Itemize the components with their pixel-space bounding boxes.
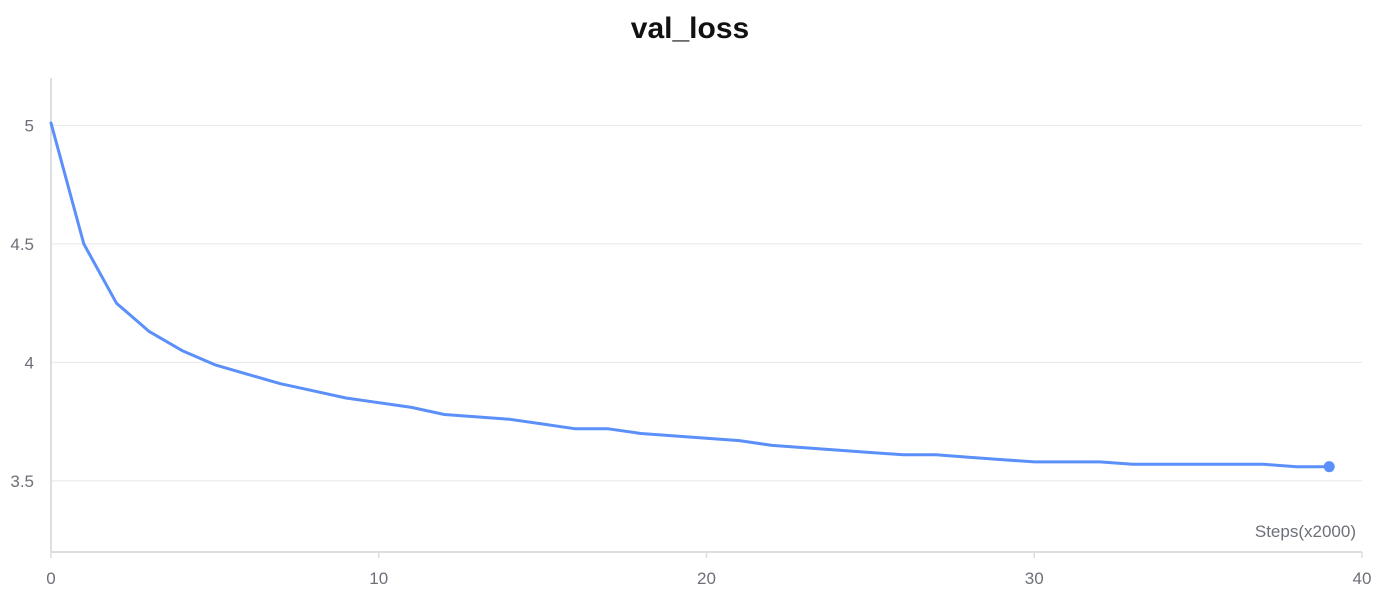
x-tick-label: 10 — [369, 569, 388, 588]
axes — [50, 78, 1363, 558]
series-layer — [49, 121, 1335, 473]
x-tick-label: 40 — [1353, 569, 1372, 588]
last-point-marker — [1323, 461, 1335, 473]
y-tick-label: 4.5 — [10, 235, 34, 254]
series-line — [49, 121, 1331, 469]
x-tick-label: 0 — [46, 569, 55, 588]
x-tick-label: 20 — [697, 569, 716, 588]
y-tick-label: 4 — [25, 353, 34, 372]
x-tick-label: 30 — [1025, 569, 1044, 588]
y-tick-label: 5 — [25, 116, 34, 135]
x-axis-label: Steps(x2000) — [1255, 522, 1356, 541]
y-tick-label: 3.5 — [10, 472, 34, 491]
chart-title: val_loss — [631, 12, 749, 45]
grid-lines — [51, 124, 1362, 482]
tick-labels: 0 10 20 30 40 3.5 4 4.5 5 — [10, 116, 1371, 588]
